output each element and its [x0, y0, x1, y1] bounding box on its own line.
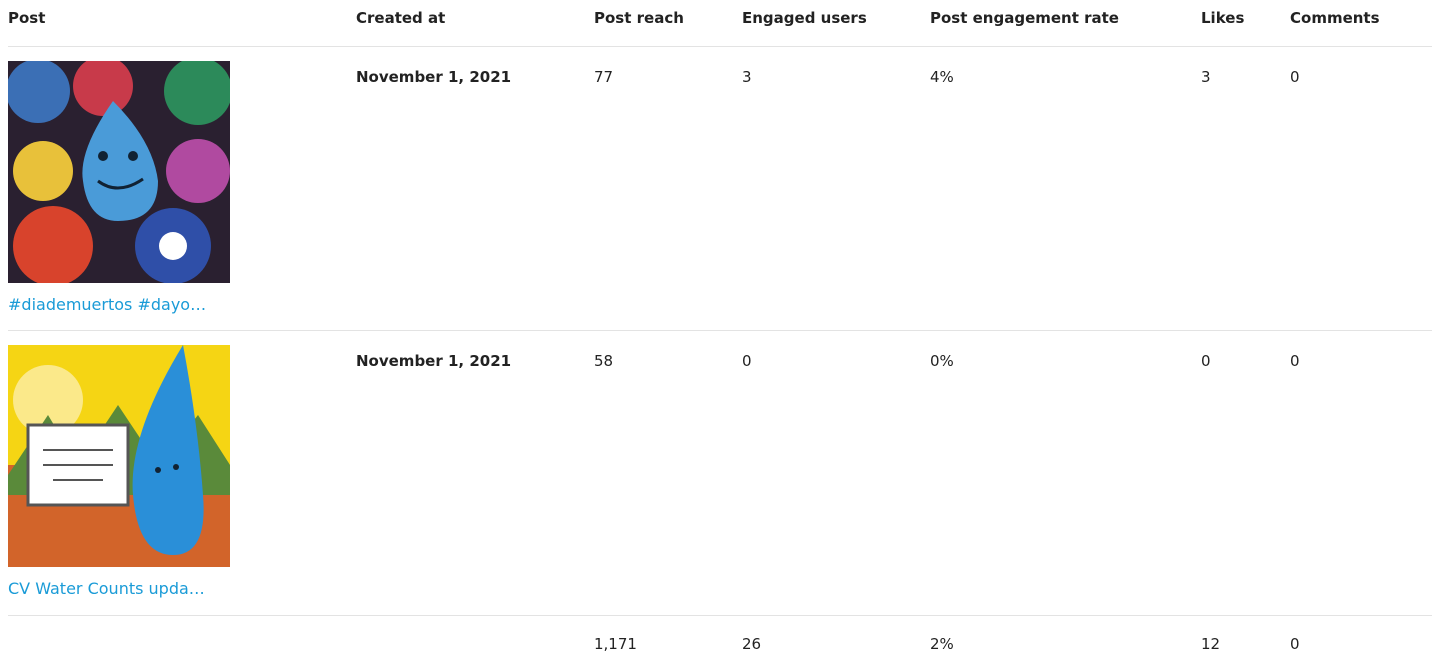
column-header[interactable]: Comments: [1290, 9, 1380, 27]
metric-cell: 0: [1290, 68, 1300, 86]
divider: [8, 330, 1432, 331]
metric-cell: 0: [742, 352, 752, 370]
total-cell: 2%: [930, 635, 954, 653]
metric-cell: 0%: [930, 352, 954, 370]
post-link[interactable]: #diademuertos #dayo…: [8, 295, 207, 314]
total-cell: 26: [742, 635, 762, 653]
total-cell: 12: [1201, 635, 1221, 653]
total-cell: 0: [1290, 635, 1300, 653]
metric-cell: 3: [742, 68, 752, 86]
post-image: [8, 61, 230, 283]
metric-cell: 0: [1290, 352, 1300, 370]
post-image: [8, 345, 230, 567]
divider: [8, 615, 1432, 616]
post-link[interactable]: CV Water Counts upda…: [8, 579, 205, 598]
column-header[interactable]: Post reach: [594, 9, 684, 27]
column-header[interactable]: Engaged users: [742, 9, 867, 27]
column-header[interactable]: Post: [8, 9, 46, 27]
created-date: November 1, 2021: [356, 68, 512, 86]
created-date: November 1, 2021: [356, 352, 512, 370]
column-header[interactable]: Likes: [1201, 9, 1245, 27]
total-cell: 1,171: [594, 635, 637, 653]
column-header[interactable]: Created at: [356, 9, 446, 27]
divider: [8, 46, 1432, 47]
column-header[interactable]: Post engagement rate: [930, 9, 1119, 27]
metric-cell: 0: [1201, 352, 1211, 370]
metric-cell: 3: [1201, 68, 1211, 86]
metric-cell: 58: [594, 352, 614, 370]
metric-cell: 4%: [930, 68, 954, 86]
metric-cell: 77: [594, 68, 614, 86]
